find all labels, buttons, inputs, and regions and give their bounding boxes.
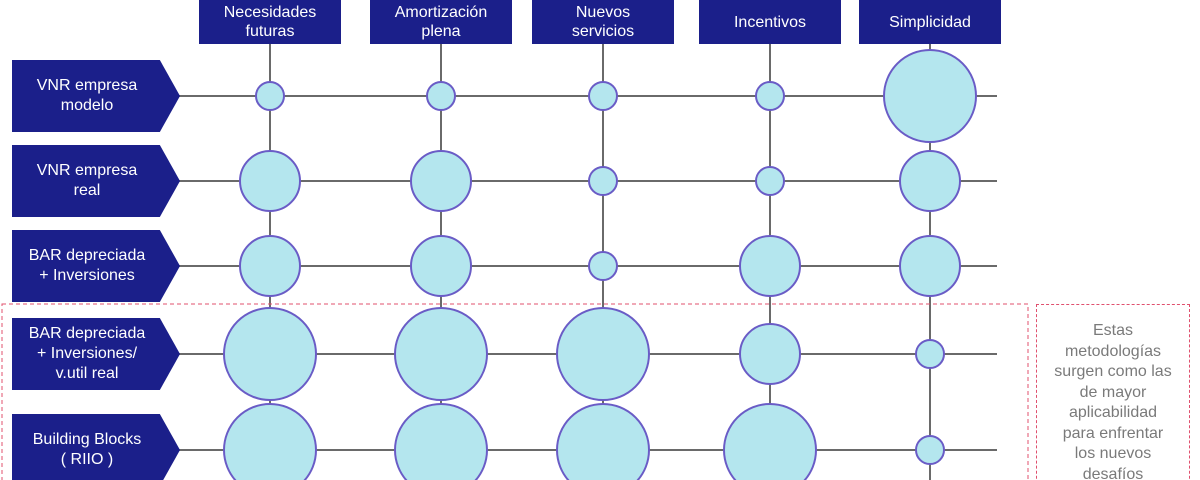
row-label: Building Blocks ( RIIO ) <box>12 414 180 480</box>
row-label-text: Building Blocks <box>32 431 142 448</box>
level-circle <box>394 307 488 401</box>
row-label-text: modelo <box>60 97 114 114</box>
header-text: Amortización <box>394 4 488 21</box>
level-circle <box>556 403 650 480</box>
row-label: VNR empresa real <box>12 145 180 217</box>
column-header: Amortización plena <box>370 0 512 44</box>
header-text: Nuevos <box>575 4 631 21</box>
column-header: Incentivos <box>699 0 841 44</box>
row-label: BAR depreciada + Inversiones/v.util real <box>12 318 180 390</box>
level-circle <box>588 251 618 281</box>
row-label: BAR depreciada + Inversiones <box>12 230 180 302</box>
column-header: Simplicidad <box>859 0 1001 44</box>
row-label-text: v.util real <box>55 365 119 382</box>
level-circle <box>410 150 472 212</box>
note-text: aplicabilidad <box>1068 404 1158 421</box>
level-circle <box>223 307 317 401</box>
note-text: para enfrentar <box>1062 424 1164 442</box>
header-text: Incentivos <box>733 13 807 31</box>
level-circle <box>915 435 945 465</box>
header-text: Necesidades <box>223 4 317 21</box>
note-text: surgen como las <box>1054 363 1172 380</box>
level-circle <box>723 403 817 480</box>
level-circle <box>255 81 285 111</box>
level-circle <box>556 307 650 401</box>
level-circle <box>394 403 488 480</box>
level-circle <box>739 323 801 385</box>
row-label-text: + Inversiones/ <box>36 345 138 362</box>
column-header: Necesidades futuras <box>199 0 341 44</box>
header-text: Simplicidad <box>889 13 971 31</box>
row-label-text: BAR depreciada <box>28 247 146 264</box>
level-circle <box>239 150 301 212</box>
level-circle <box>739 235 801 297</box>
row-label: VNR empresa modelo <box>12 60 180 132</box>
level-circle <box>899 235 961 297</box>
level-circle <box>588 166 618 196</box>
level-circle <box>588 81 618 111</box>
level-circle <box>899 150 961 212</box>
level-circle <box>915 339 945 369</box>
level-circle <box>239 235 301 297</box>
level-circle <box>426 81 456 111</box>
note-text: los nuevos <box>1074 445 1152 462</box>
level-circle <box>883 49 977 143</box>
row-label-text: + Inversiones <box>39 267 135 284</box>
note-text: desafíos <box>1082 465 1144 480</box>
highlight-box <box>1 303 1029 480</box>
level-circle <box>755 81 785 111</box>
note-text: Estas <box>1092 322 1133 339</box>
header-text: futuras <box>245 23 295 40</box>
row-label-text: real <box>73 182 101 199</box>
header-text: plena <box>421 23 461 40</box>
note-box: Estas metodologías surgen como las de mayor… <box>1036 304 1190 480</box>
row-label-text: BAR depreciada <box>28 325 146 342</box>
level-circle <box>755 166 785 196</box>
column-header: Nuevos servicios <box>532 0 674 44</box>
row-label-text: VNR empresa <box>36 77 138 94</box>
note-text: metodologías <box>1064 342 1162 360</box>
header-text: servicios <box>571 23 635 40</box>
row-label-text: VNR empresa <box>36 162 138 179</box>
note-text: de mayor <box>1079 383 1147 401</box>
row-label-text: ( RIIO ) <box>60 451 114 468</box>
level-circle <box>223 403 317 480</box>
level-circle <box>410 235 472 297</box>
